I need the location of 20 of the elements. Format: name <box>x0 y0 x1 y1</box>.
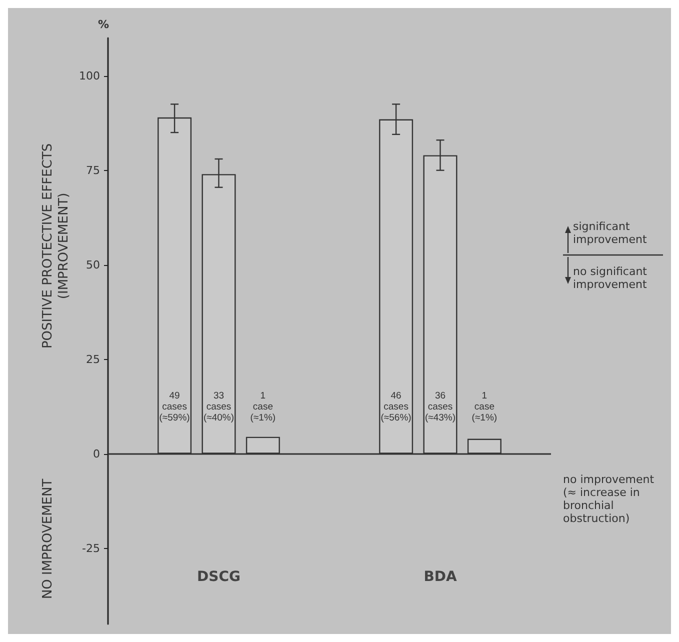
x-tick-label: BDA <box>424 569 457 585</box>
annotation: 36 cases (≈43%) <box>424 390 456 424</box>
y-tick-label: 0 <box>93 447 100 460</box>
text: significant improvement <box>573 220 648 246</box>
annotation: 46 cases (≈56%) <box>380 390 412 424</box>
y-tick-label: 25 <box>86 352 100 366</box>
text: no improvement (≈ increase in bronchial obstruction) <box>563 472 655 525</box>
y-tick-label: 50 <box>86 258 100 272</box>
annotation: 1 case (≈1%) <box>250 390 276 424</box>
y-tick-label: 100 <box>79 69 100 82</box>
text: no significant improvement <box>573 264 648 291</box>
text: % <box>98 18 110 31</box>
y-axis-title: POSITIVE PROTECTIVE EFFECTS (IMPROVEMENT) <box>40 143 72 349</box>
annotation: 1 case (≈1%) <box>472 390 498 424</box>
annotation: 33 cases (≈40%) <box>203 390 234 424</box>
x-tick-label: DSCG <box>197 569 240 585</box>
y-tick-label: -25 <box>82 542 100 555</box>
y-tick-label: 75 <box>86 164 100 177</box>
annotation: 49 cases (≈59%) <box>159 390 190 424</box>
text: NO IMPROVEMENT <box>40 478 56 600</box>
